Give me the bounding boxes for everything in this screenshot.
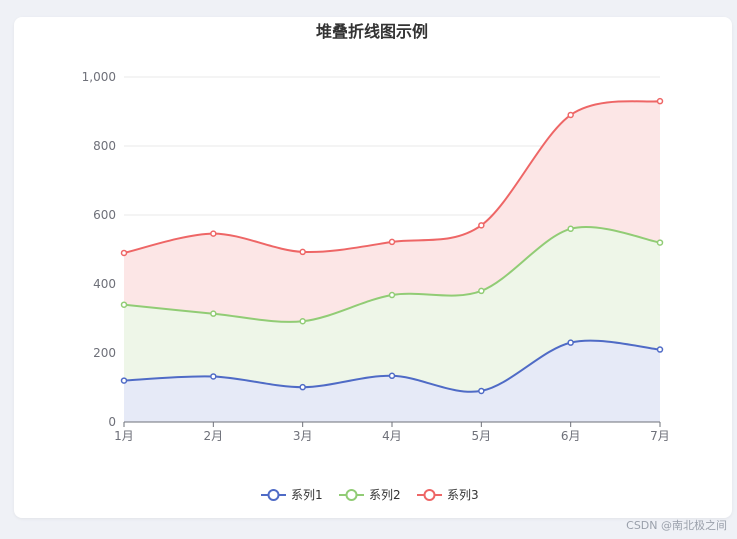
y-tick-label: 1,000 [82,70,116,84]
area-fills [124,101,660,422]
legend-item[interactable]: 系列3 [417,488,479,502]
data-point[interactable] [120,377,128,384]
legend-marker-icon [423,489,436,501]
legend-item[interactable]: 系列1 [261,488,323,502]
legend-marker-icon [345,489,358,501]
x-tick-label: 2月 [204,429,224,443]
chart-title: 堆叠折线图示例 [316,22,428,41]
y-tick-label: 800 [93,139,116,153]
data-point[interactable] [388,291,396,299]
data-point[interactable] [388,372,396,380]
data-point[interactable] [210,230,217,237]
series-area [124,226,660,392]
data-point[interactable] [656,239,664,246]
data-point[interactable] [210,373,217,380]
legend-marker-icon [267,489,280,501]
data-point[interactable] [656,97,664,105]
legend-item[interactable]: 系列2 [339,488,401,502]
series-area [124,340,660,422]
data-point[interactable] [567,225,574,233]
data-point[interactable] [299,383,306,391]
series-area [124,101,660,322]
data-point[interactable] [478,287,485,295]
axes: 0 200 400 600 800 1,000 1月 2月 3月 4月 5月 6月 7月 [82,70,670,443]
data-point[interactable] [388,238,396,246]
data-point[interactable] [299,318,306,325]
data-point[interactable] [299,248,306,256]
data-points [120,97,664,395]
x-tick-label: 5月 [472,429,492,443]
y-tick-label: 0 [108,415,116,429]
data-point[interactable] [478,387,485,395]
data-point[interactable] [120,249,128,257]
x-tick-label: 3月 [293,429,313,443]
y-tick-label: 600 [93,208,116,222]
data-point[interactable] [656,346,664,353]
legend-label: 系列1 [291,488,323,502]
data-point[interactable] [567,111,574,119]
legend-label: 系列3 [447,488,479,502]
y-tick-label: 400 [93,277,116,291]
x-tick-label: 4月 [382,429,402,443]
data-point[interactable] [567,339,574,346]
data-point[interactable] [120,301,128,308]
watermark: CSDN @南北极之间 [626,519,727,532]
x-tick-label: 7月 [650,429,670,443]
legend-label: 系列2 [369,488,401,502]
x-tick-label: 6月 [561,429,581,443]
y-tick-label: 200 [93,346,116,360]
legend[interactable]: 系列1 系列2 系列3 [261,488,479,502]
data-point[interactable] [478,222,485,229]
x-tick-label: 1月 [114,429,134,443]
data-point[interactable] [210,310,217,317]
